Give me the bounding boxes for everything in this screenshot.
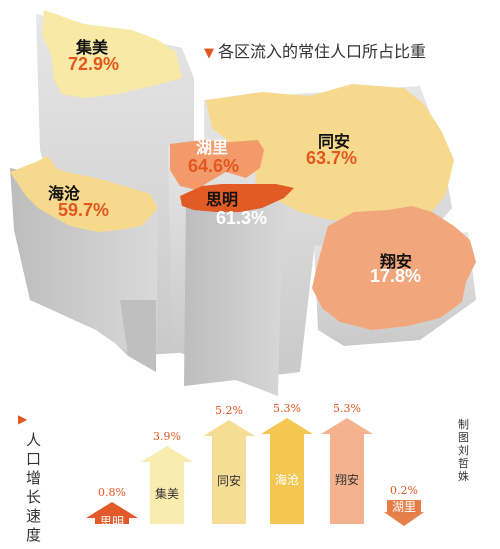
growth-title-text: 人口增长速度 [26,431,42,544]
district-xiangan-shape [312,206,476,330]
map-label-huli: 湖里 [196,140,229,157]
district-siming [180,184,294,212]
triangle-marker-icon: ▶ [18,412,28,426]
growth-label-xiangan: 翔安 [335,472,359,487]
map-value-haicang: 59.7% [58,200,110,220]
map-value-jimei: 72.9% [68,54,120,74]
district-huli [170,140,264,190]
growth-label-haicang: 海沧 [275,472,299,487]
district-jimei-shape [42,10,182,98]
district-huli-shape [170,140,264,190]
share-title-text: 各区流入的常住人口所占比重 [218,42,427,61]
map-label-siming: 思明 [206,192,239,209]
growth-label-siming: 思明 [100,515,124,529]
map-value-xiangan: 17.8% [370,266,422,286]
growth-arrow-huli [384,500,424,526]
map-value-tongan: 63.7% [306,148,358,168]
credit: 制图 刘哲姝 [458,418,469,483]
growth-arrow-haicang [261,418,313,524]
district-haicang [10,156,158,232]
growth-arrow-tongan [203,420,255,524]
growth-label-jimei: 集美 [155,486,179,501]
growth-value-xiangan: 5.3% [333,402,361,415]
growth-value-tongan: 5.2% [215,404,243,417]
map-label-tongan: 同安 [318,134,351,151]
share-title: ▼ 各区流入的常住人口所占比重 [204,38,426,62]
growth-value-jimei: 3.9% [153,430,181,443]
map-value-siming: 61.3% [216,208,268,228]
district-siming-shape [180,184,294,212]
district-jimei [42,10,182,98]
growth-arrow-jimei [141,446,193,524]
triangle-marker-icon: ▼ [204,46,214,61]
growth-chart: 0.8% 思明 3.9% 集美 5.2% 同安 5.3% 海沧 5.3% 翔安 0.2% 湖里 [86,402,424,529]
district-haicang-shape [10,156,158,232]
map-label-xiangan: 翔安 [380,254,413,271]
growth-arrow-siming [86,502,138,524]
growth-value-haicang: 5.3% [273,402,301,415]
growth-value-siming: 0.8% [98,486,126,499]
growth-label-tongan: 同安 [217,473,241,488]
growth-label-huli: 湖里 [392,499,416,514]
district-xiangan [312,206,476,330]
map-value-huli: 64.6% [188,156,240,176]
map-label-jimei: 集美 [76,40,109,57]
growth-value-huli: 0.2% [390,484,418,497]
map-label-haicang: 海沧 [48,186,81,203]
growth-title: ▶ 人口增长速度 [18,410,44,545]
growth-arrow-xiangan [321,418,373,524]
